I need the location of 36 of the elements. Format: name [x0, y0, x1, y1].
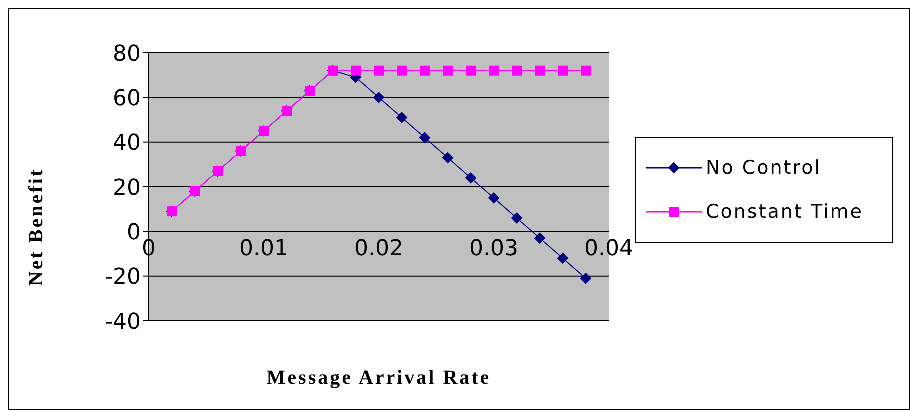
x-tick-label: 0.03 [470, 236, 518, 262]
y-tick-label: 40 [113, 131, 141, 156]
point [512, 66, 522, 76]
y-tick-label: 60 [113, 86, 141, 112]
point [489, 66, 499, 76]
legend-label: Constant Time [706, 201, 864, 223]
point [442, 152, 454, 164]
point [397, 66, 407, 76]
point [466, 172, 476, 184]
y-tick-label: 80 [113, 42, 141, 67]
point [488, 192, 500, 204]
point [374, 92, 384, 104]
y-axis-title: Net Benefit [26, 168, 48, 286]
point [420, 132, 430, 144]
point [535, 66, 545, 76]
x-tick-label: 0.04 [584, 236, 634, 262]
point [534, 232, 546, 244]
point [558, 252, 568, 264]
point [580, 273, 592, 284]
legend-label: No Control [706, 157, 822, 179]
y-tick-label: 0 [127, 220, 141, 246]
x-axis-title: Message Arrival Rate [266, 367, 492, 390]
point [396, 112, 408, 124]
point [558, 66, 568, 76]
point [443, 66, 453, 76]
x-tick-label: 0.01 [240, 236, 288, 262]
point [374, 66, 384, 76]
y-tick-label: -40 [105, 310, 141, 335]
x-tick-label: 0.02 [354, 236, 404, 262]
point [420, 66, 430, 76]
point [466, 66, 476, 76]
y-tick-label: -20 [105, 265, 141, 290]
point [581, 66, 591, 76]
point [512, 212, 522, 224]
point [351, 66, 361, 76]
y-tick-label: 20 [113, 176, 141, 201]
